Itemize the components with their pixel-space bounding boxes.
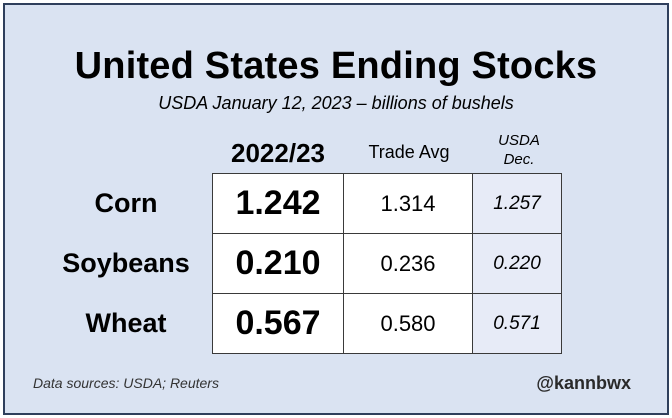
column-header-usda-dec: USDA Dec. (474, 131, 564, 169)
column-header-2022-23: 2022/23 (231, 138, 325, 168)
column-header-usda-line2: Dec. (503, 151, 535, 168)
column-header-trade-avg: Trade Avg (368, 142, 450, 162)
chart-title: United States Ending Stocks (74, 45, 598, 87)
data-table: 1.242 1.314 1.257 0.210 0.236 0.220 0.56… (212, 173, 562, 354)
cell-corn-2022-23: 1.242 (212, 173, 344, 234)
cell-corn-usda-dec: 1.257 (472, 173, 562, 234)
row-label-wheat: Wheat (85, 308, 167, 338)
row-label-soybeans: Soybeans (62, 248, 190, 278)
row-label-corn: Corn (94, 188, 158, 218)
cell-soybeans-trade-avg: 0.236 (343, 233, 473, 294)
cell-corn-trade-avg: 1.314 (343, 173, 473, 234)
cell-wheat-trade-avg: 0.580 (343, 293, 473, 354)
cell-soybeans-2022-23: 0.210 (212, 233, 344, 294)
table-row-wheat: 0.567 0.580 0.571 (212, 293, 562, 354)
cell-wheat-usda-dec: 0.571 (472, 293, 562, 354)
chart-subtitle: USDA January 12, 2023 – billions of bush… (158, 93, 514, 113)
table-row-soybeans: 0.210 0.236 0.220 (212, 233, 562, 294)
cell-soybeans-usda-dec: 0.220 (472, 233, 562, 294)
column-header-usda-line1: USDA (498, 132, 540, 149)
cell-wheat-2022-23: 0.567 (212, 293, 344, 354)
chart-card: United States Ending Stocks USDA January… (3, 3, 669, 415)
table-row-corn: 1.242 1.314 1.257 (212, 173, 562, 234)
author-handle: @kannbwx (536, 373, 631, 393)
data-source-note: Data sources: USDA; Reuters (33, 375, 219, 391)
